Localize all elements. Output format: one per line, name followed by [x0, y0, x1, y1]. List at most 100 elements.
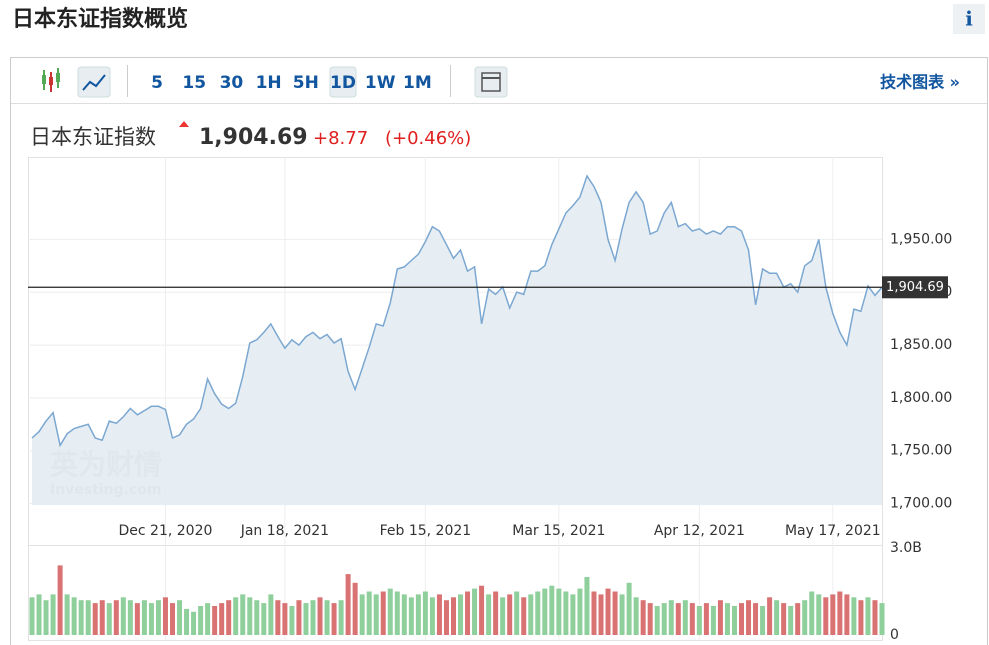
layout-icon[interactable] — [474, 66, 508, 98]
up-arrow — [179, 121, 189, 127]
candle-icon[interactable] — [42, 68, 60, 92]
interval-button[interactable]: 1D — [330, 73, 356, 93]
interval-button[interactable]: 1H — [256, 73, 282, 93]
volume-bar — [99, 600, 105, 635]
volume-bar — [155, 600, 161, 635]
volume-bar — [205, 603, 211, 635]
volume-bar — [177, 600, 183, 635]
info-button[interactable]: i — [965, 7, 973, 31]
x-tick-label: Dec 21, 2020 — [119, 523, 213, 539]
volume-bar — [303, 603, 309, 635]
volume-bar — [605, 588, 611, 635]
volume-bar — [774, 600, 780, 635]
volume-bar — [844, 594, 850, 635]
volume-bar — [359, 594, 365, 635]
interval-button[interactable]: 1W — [365, 73, 396, 93]
interval-button[interactable]: 5H — [293, 73, 319, 93]
volume-bar — [542, 588, 548, 635]
x-tick-label: Apr 12, 2021 — [654, 523, 745, 539]
volume-bar — [212, 606, 218, 635]
volume-bar — [148, 603, 154, 635]
volume-bar — [401, 594, 407, 635]
volume-bar — [647, 603, 653, 635]
volume-bar — [366, 591, 372, 635]
last-value-box — [882, 276, 948, 299]
volume-bar — [64, 594, 70, 635]
volume-bar — [275, 600, 281, 635]
volume-bar — [816, 594, 822, 635]
volume-bar — [254, 600, 260, 635]
x-tick-label: May 17, 2021 — [785, 523, 881, 539]
volume-bar — [198, 606, 204, 635]
interval-button[interactable]: 15 — [182, 73, 206, 93]
volume-bar — [296, 600, 302, 635]
volume-bar — [458, 594, 464, 635]
volume-bar — [113, 600, 119, 635]
volume-bar — [394, 591, 400, 635]
volume-bar — [767, 597, 773, 635]
volume-bar — [169, 603, 175, 635]
volume-bar — [282, 603, 288, 635]
layout-icon-glyph — [481, 72, 501, 92]
volume-bar — [450, 597, 456, 635]
volume-bar — [422, 591, 428, 635]
line-icon-glyph — [82, 74, 106, 91]
volume-bar — [528, 594, 534, 635]
volume-bar — [141, 600, 147, 635]
volume-bar — [429, 597, 435, 635]
volume-bar — [731, 606, 737, 635]
volume-bar — [753, 603, 759, 635]
volume-bar — [591, 591, 597, 635]
volume-bar — [387, 588, 393, 635]
volume-bar — [823, 597, 829, 635]
volume-bar — [739, 603, 745, 635]
volume-bar — [29, 597, 35, 635]
volume-bar — [36, 594, 42, 635]
page-title: 日本东证指数概览 — [12, 6, 188, 32]
quote-change: +8.77 — [313, 128, 368, 149]
volume-bar — [507, 594, 513, 635]
info-button-bg[interactable] — [953, 4, 985, 34]
volume-bar — [71, 597, 77, 635]
y-tick-label: 1,750.00 — [890, 443, 952, 459]
volume-bar — [43, 600, 49, 635]
price-line — [31, 174, 883, 448]
line-icon[interactable] — [77, 66, 111, 98]
volume-bar — [654, 606, 660, 635]
volume-bar — [668, 600, 674, 635]
volume-bar — [240, 594, 246, 635]
interval-selected — [329, 66, 357, 98]
volume-bar — [879, 603, 885, 635]
interval-button[interactable]: 1M — [403, 73, 432, 93]
volume-bar — [331, 603, 337, 635]
volume-bar — [493, 591, 499, 635]
volume-bar — [682, 600, 688, 635]
volume-bar — [598, 594, 604, 635]
volume-bar — [226, 600, 232, 635]
volume-bar — [134, 603, 140, 635]
y-tick-label: 1,950.00 — [890, 231, 952, 247]
volume-bar — [640, 600, 646, 635]
volume-bar — [802, 600, 808, 635]
volume-bar — [865, 597, 871, 635]
last-value-label: 1,904.69 — [886, 280, 944, 295]
volume-bar — [746, 600, 752, 635]
volume-bar — [710, 606, 716, 635]
interval-button[interactable]: 30 — [220, 73, 244, 93]
volume-bar — [724, 603, 730, 635]
volume-bar — [795, 603, 801, 635]
technical-chart-link[interactable]: 技术图表 » — [880, 73, 960, 92]
volume-bar — [872, 600, 878, 635]
volume-bar — [788, 606, 794, 635]
volume-bar — [556, 588, 562, 635]
volume-bar — [465, 591, 471, 635]
volume-bar — [345, 574, 351, 635]
volume-bar — [619, 594, 625, 635]
volume-bar — [184, 608, 190, 635]
x-tick-label: Feb 15, 2021 — [380, 523, 472, 539]
interval-button[interactable]: 5 — [151, 73, 163, 93]
volume-bar — [661, 603, 667, 635]
volume-bar — [760, 606, 766, 635]
volume-bar — [521, 597, 527, 635]
